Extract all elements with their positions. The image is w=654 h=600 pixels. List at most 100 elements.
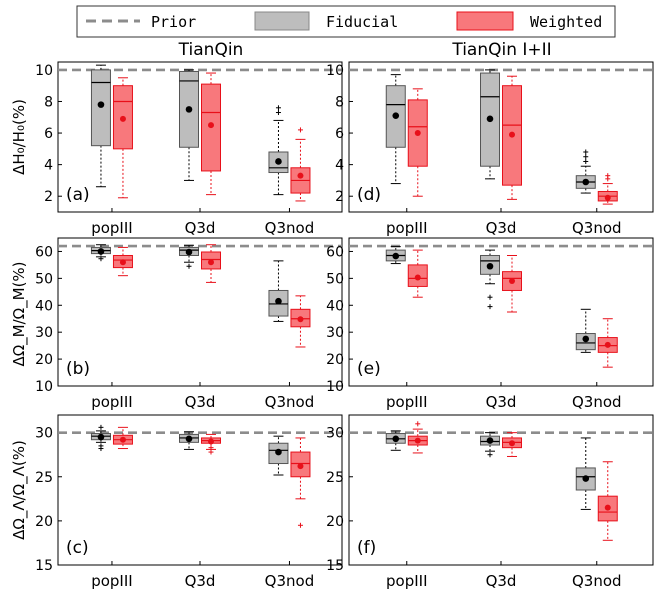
mean-marker [414,274,421,281]
flier [208,445,214,451]
y-tick-label: 10 [35,63,53,79]
fiducial-box-popIII [385,246,406,265]
panel-f: 15 20 25 30 popIII Q3d Q3nod (f) [326,414,654,590]
panel-label: (a) [66,185,90,205]
panel-d: 2 4 6 8 10 popIII Q3d Q3nod (d) [326,61,654,237]
weighted-box-Q3d [502,254,522,313]
x-tick-label: Q3d [185,572,216,590]
x-tick-label: Q3nod [265,572,315,590]
column-title-tianqin: TianQin [178,40,244,60]
mean-marker [582,475,590,482]
legend: Prior Fiducial Weighted [76,5,616,38]
mean-marker [582,178,590,186]
y-tick-label: 20 [35,352,53,368]
x-tick-label: Q3nod [265,219,315,237]
flier [487,452,493,458]
y-tick-label: 4 [44,158,53,174]
x-tick-label: popIII [91,572,133,590]
mean-marker [509,131,515,138]
mean-marker [119,259,126,266]
mean-marker [582,335,590,343]
fiducial-box-Q3d [179,69,199,181]
flier [487,294,493,300]
y-tick-label: 8 [44,94,53,110]
mean-marker [414,130,421,137]
panel-label: (b) [66,359,90,379]
weighted-box-popIII [407,249,428,298]
flier [583,154,589,160]
y-tick-label: 2 [335,189,344,205]
weighted-box-Q3nod [597,173,618,205]
y-tick-label: 6 [335,126,344,142]
y-tick-label: 30 [326,426,344,442]
ylabel-omega-lambda: ΔΩ_Λ/Ω_Λ(%) [10,440,29,540]
mean-marker [604,194,611,201]
mean-marker [604,504,611,511]
x-tick-label: popIII [91,393,133,411]
y-tick-label: 40 [326,298,344,314]
fiducial-box-Q3nod [575,437,596,510]
x-tick-label: Q3d [486,219,517,237]
ylabel-omega-m: ΔΩ_M/Ω_M(%) [10,261,29,366]
mean-marker [185,248,193,256]
ylabel-h0: ΔH₀/H₀(%) [10,99,28,175]
fiducial-box-popIII [90,424,111,452]
panel-label: (d) [357,185,381,205]
weighted-box-popIII [407,88,428,197]
flier [297,522,303,528]
y-tick-label: 10 [35,379,53,395]
flier [186,263,192,269]
x-tick-label: Q3nod [572,219,622,237]
mean-marker [297,316,304,323]
fiducial-box-Q3d [480,432,500,458]
weighted-box-Q3d [502,75,522,200]
fiducial-box-popIII [385,430,406,451]
fiducial-box-Q3d [179,431,199,450]
mean-marker [208,122,214,129]
y-tick-label: 6 [44,126,53,142]
mean-marker [97,101,105,108]
flier [583,149,589,155]
y-tick-label: 60 [326,244,344,260]
mean-marker [414,437,421,444]
x-tick-label: Q3d [486,572,517,590]
x-tick-label: Q3d [185,219,216,237]
fiducial-box-Q3d [179,244,199,269]
fiducial-box-popIII [90,64,111,188]
panel-b: 10 20 30 40 50 60 popIII Q3d Q3nod (b) [35,237,343,411]
mean-marker [297,172,304,179]
flier [275,105,281,111]
weighted-box-Q3nod [290,437,311,528]
x-tick-label: popIII [91,219,133,237]
mean-marker [185,435,193,443]
fiducial-box-Q3nod [268,435,289,476]
column-title-tianqin-1-2: TianQin I+II [451,40,551,60]
fiducial-box-Q3d [480,69,500,180]
mean-marker [97,248,105,255]
y-tick-label: 15 [35,558,53,574]
y-tick-label: 40 [35,298,53,314]
y-tick-label: 50 [35,271,53,287]
x-tick-label: popIII [386,572,428,590]
flier [98,424,104,430]
y-tick-label: 2 [44,189,53,205]
flier [208,449,214,455]
y-tick-label: 25 [35,470,53,486]
y-tick-label: 30 [326,325,344,341]
mean-marker [185,106,193,113]
mean-marker [486,262,494,270]
legend-frame [76,5,616,38]
y-tick-label: 60 [35,244,53,260]
panel-c: 15 20 25 30 popIII Q3d Q3nod (c) [35,414,343,590]
weighted-box-Q3d [201,244,221,283]
fiducial-box-popIII [90,244,111,262]
weighted-box-popIII [112,246,133,277]
flier [98,446,104,452]
flier [605,173,611,179]
y-tick-label: 50 [326,271,344,287]
x-tick-label: Q3nod [572,572,622,590]
panel-e: 10 20 30 40 50 60 popIII Q3d Q3nod (e) [326,237,654,411]
mean-marker [486,437,494,444]
x-tick-label: Q3d [185,393,216,411]
mean-marker [208,438,214,445]
